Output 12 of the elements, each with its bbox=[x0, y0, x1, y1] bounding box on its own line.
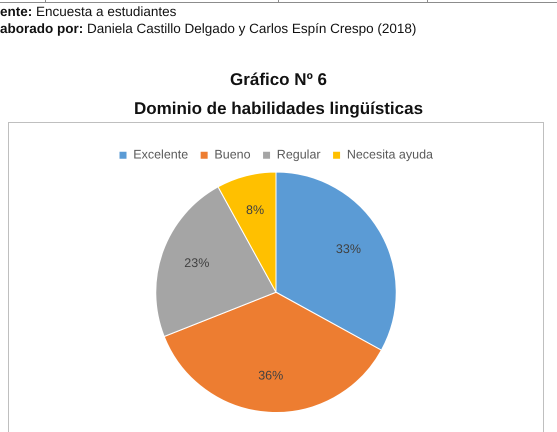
chart-subtitle: Dominio de habilidades lingüísticas bbox=[132, 99, 424, 119]
data-label: 36% bbox=[258, 368, 284, 383]
legend-label: Necesita ayuda bbox=[346, 148, 434, 162]
text: aborado por: Daniela Castillo Delgado y Carlos Espín Crespo (2018) bbox=[0, 20, 416, 37]
data-label: 33% bbox=[336, 242, 361, 256]
legend-label: Regular bbox=[276, 148, 321, 162]
text: ente: Encuesta a estudiantes bbox=[0, 3, 178, 20]
legend-label: Bueno bbox=[214, 148, 251, 162]
legend-label: Excelente bbox=[133, 148, 188, 162]
chart-title: Gráfico Nº 6 bbox=[229, 70, 328, 90]
data-label: 8% bbox=[246, 203, 264, 218]
data-label: 23% bbox=[184, 256, 210, 270]
